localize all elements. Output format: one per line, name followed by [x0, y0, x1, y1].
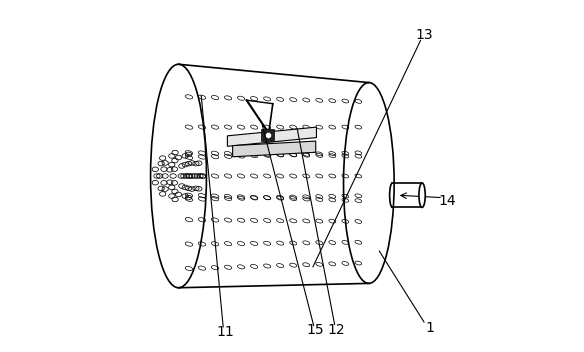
Polygon shape [232, 141, 316, 157]
Text: 12: 12 [328, 323, 346, 337]
Ellipse shape [419, 183, 425, 207]
Text: 1: 1 [426, 321, 434, 335]
FancyBboxPatch shape [261, 129, 274, 142]
Text: 14: 14 [439, 194, 456, 208]
Text: 11: 11 [216, 326, 234, 339]
Text: 13: 13 [415, 27, 433, 42]
Ellipse shape [343, 83, 394, 283]
Polygon shape [179, 64, 369, 288]
Polygon shape [227, 127, 317, 146]
Ellipse shape [151, 64, 206, 288]
Text: 15: 15 [307, 323, 325, 337]
